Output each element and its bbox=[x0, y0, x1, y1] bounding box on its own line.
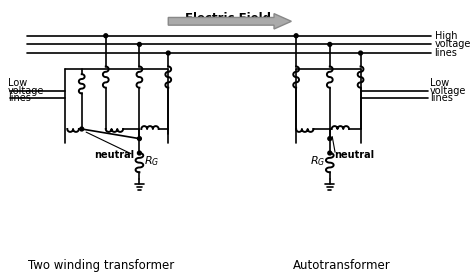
Circle shape bbox=[104, 34, 108, 38]
Text: High: High bbox=[435, 31, 457, 41]
Circle shape bbox=[80, 127, 83, 131]
Text: Two winding transformer: Two winding transformer bbox=[28, 259, 174, 272]
Circle shape bbox=[328, 137, 332, 140]
Circle shape bbox=[166, 51, 170, 55]
Text: lines: lines bbox=[435, 48, 457, 58]
Circle shape bbox=[137, 42, 141, 46]
Circle shape bbox=[294, 34, 298, 38]
Text: lines: lines bbox=[430, 93, 453, 103]
Circle shape bbox=[328, 151, 332, 155]
Text: lines: lines bbox=[8, 93, 30, 103]
Text: voltage: voltage bbox=[8, 86, 44, 96]
Text: Low: Low bbox=[8, 78, 27, 88]
Text: neutral: neutral bbox=[94, 150, 135, 160]
Text: neutral: neutral bbox=[335, 150, 375, 160]
FancyArrow shape bbox=[168, 14, 292, 29]
Circle shape bbox=[359, 51, 363, 55]
Circle shape bbox=[328, 42, 332, 46]
Text: Low: Low bbox=[430, 78, 449, 88]
Circle shape bbox=[137, 151, 141, 155]
Text: voltage: voltage bbox=[435, 39, 471, 49]
Text: voltage: voltage bbox=[430, 86, 466, 96]
Text: Electric Field: Electric Field bbox=[185, 12, 271, 25]
Text: $R_G$: $R_G$ bbox=[144, 154, 160, 168]
Circle shape bbox=[137, 137, 141, 140]
Text: $R_G$: $R_G$ bbox=[310, 154, 325, 168]
Text: Autotransformer: Autotransformer bbox=[292, 259, 390, 272]
